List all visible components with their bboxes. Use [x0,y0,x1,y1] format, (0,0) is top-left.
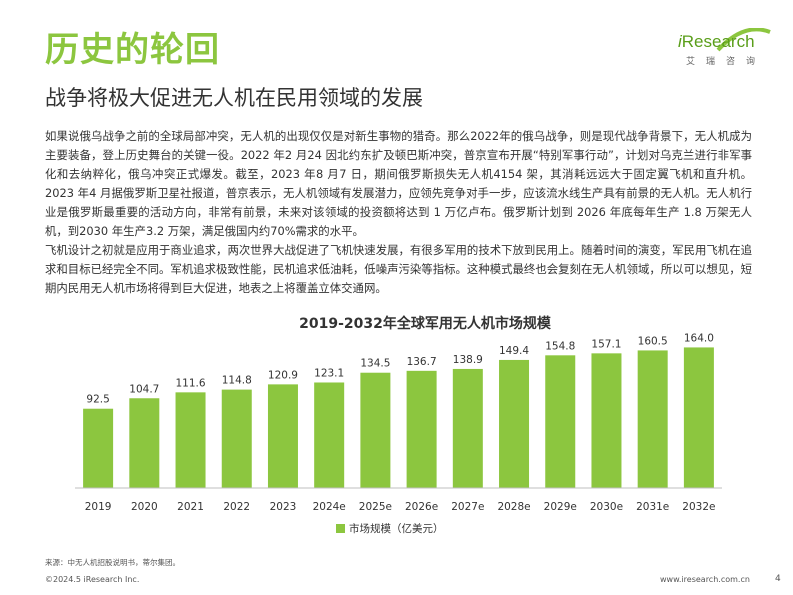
copyright: ©2024.5 iResearch Inc. [45,575,140,584]
x-tick-label-2032e: 2032e [682,501,715,513]
value-label-2022: 114.8 [222,375,252,387]
bar-2024e [314,382,345,488]
chart-legend: 市场规模（亿美元） [336,522,444,535]
market-size-bar-chart: 2019-2032年全球军用无人机市场规模 92.5 104.7 111.6 114.… [75,315,722,535]
value-label-2030e: 157.1 [591,338,621,350]
bar-2020 [129,398,160,488]
value-label-2026e: 136.7 [407,356,437,368]
bar-2028e [499,359,530,488]
x-tick-label-2019: 2019 [85,501,112,513]
bar-2022 [221,389,252,488]
body-paragraph-2: 飞机设计之初就是应用于商业追求，两次世界大战促进了飞机快速发展，有很多军用的技术… [45,243,752,295]
bar-2023 [267,384,298,488]
value-label-2032e: 164.0 [684,332,714,344]
value-label-2021: 111.6 [176,377,206,389]
chart-title: 2019-2032年全球军用无人机市场规模 [299,315,552,332]
body-paragraph-1: 如果说俄乌战争之前的全球局部冲突，无人机的出现仅仅是对新生事物的猎奇。那么202… [45,129,752,238]
x-tick-label-2026e: 2026e [405,501,438,513]
value-label-2027e: 138.9 [453,354,483,366]
bars-layer: 92.5 104.7 111.6 114.8 120.9 123.1 134.5 136.7 1… [83,332,714,488]
value-label-2024e: 123.1 [314,367,344,379]
value-label-2028e: 149.4 [499,345,529,357]
value-label-2023: 120.9 [268,369,298,381]
body-text: 如果说俄乌战争之前的全球局部冲突，无人机的出现仅仅是对新生事物的猎奇。那么202… [45,127,752,298]
bar-2026e [406,370,437,488]
bar-2025e [360,372,391,488]
bar-2027e [452,368,483,488]
value-label-2020: 104.7 [129,383,159,395]
x-axis-labels: 2019 2020 2021 2022 2023 2024e 2025e 2026e 2027e… [85,501,716,513]
x-tick-label-2031e: 2031e [636,501,669,513]
value-label-2029e: 154.8 [545,340,575,352]
page-number: 4 [775,574,781,584]
legend-swatch [336,524,345,533]
logo-wordmark: iResearch [678,32,755,51]
source-note: 来源：中无人机招股说明书，蒂尔集团。 [45,558,180,567]
website-link[interactable]: www.iresearch.com.cn [660,575,750,584]
page-subtitle: 战争将极大促进无人机在民用领域的发展 [45,86,423,110]
bar-2031e [637,350,668,488]
page-title: 历史的轮回 [45,30,220,70]
x-tick-label-2021: 2021 [177,501,204,513]
x-tick-label-2022: 2022 [223,501,250,513]
x-tick-label-2024e: 2024e [313,501,346,513]
bar-2021 [175,392,206,488]
x-tick-label-2023: 2023 [270,501,297,513]
value-label-2019: 92.5 [86,394,109,406]
bar-2019 [83,408,114,488]
legend-label: 市场规模（亿美元） [349,522,444,535]
bar-2029e [545,355,576,488]
x-tick-label-2027e: 2027e [451,501,484,513]
logo-swoosh-icon [716,28,771,52]
x-tick-label-2029e: 2029e [544,501,577,513]
bar-2032e [683,347,714,488]
x-tick-label-2030e: 2030e [590,501,623,513]
x-tick-label-2025e: 2025e [359,501,392,513]
bar-2030e [591,353,622,488]
value-label-2031e: 160.5 [638,335,668,347]
x-tick-label-2028e: 2028e [497,501,530,513]
logo-chinese-name: 艾瑞咨询 [686,57,767,67]
iresearch-logo: iResearch 艾瑞咨询 [678,28,771,72]
value-label-2025e: 134.5 [360,358,390,370]
x-tick-label-2020: 2020 [131,501,158,513]
